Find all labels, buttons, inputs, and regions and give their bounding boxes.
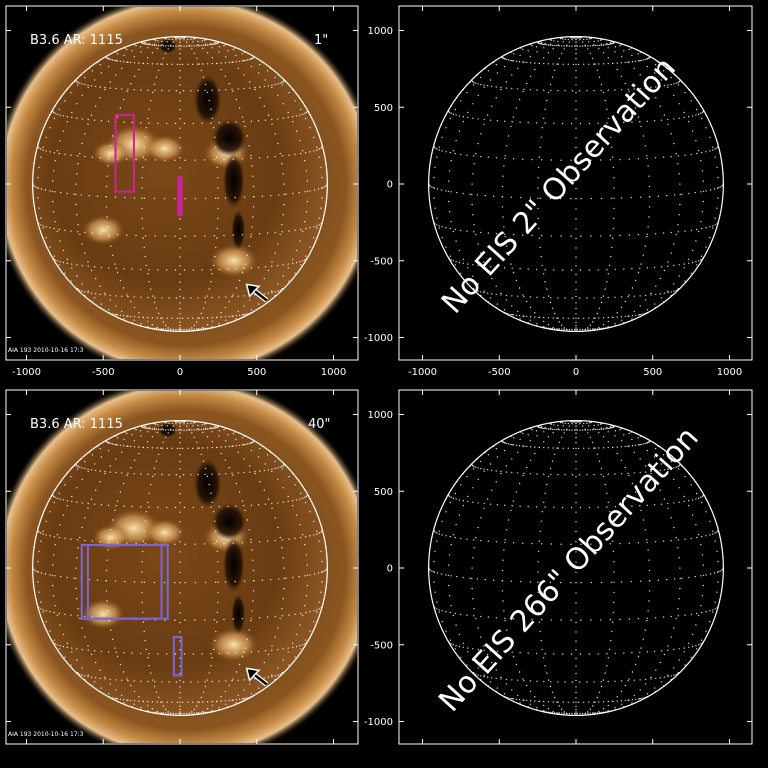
sun-image <box>7 7 357 359</box>
slit-label: 1" <box>314 33 328 48</box>
x-tick-label: -500 <box>92 367 115 378</box>
eis-raster-box <box>114 113 135 193</box>
x-tick-label: -1000 <box>408 367 437 378</box>
sun-image <box>7 391 357 743</box>
flare-ar-label: B3.6 AR: 1115 <box>30 33 123 48</box>
eis-raster-box <box>86 543 169 620</box>
x-tick-label: 1000 <box>321 367 346 378</box>
x-tick-label: 0 <box>573 367 579 378</box>
y-tick-label: 1000 <box>368 26 393 37</box>
eis-raster-boxes <box>114 113 269 303</box>
x-tick-label: -1000 <box>12 367 41 378</box>
heliographic-grid <box>31 420 329 717</box>
arrow-icon <box>245 283 269 303</box>
heliographic-grid <box>427 420 725 717</box>
y-tick-label: -1000 <box>364 333 393 344</box>
y-tick-label: -500 <box>370 256 393 267</box>
axis-ticks: 1000 500 0 -500 -1000 -1000 -500 0 500 1000 <box>364 6 752 378</box>
panel-bottom-right: 1000 500 0 -500 -1000 No EIS 266" Observatio… <box>364 389 753 745</box>
x-tick-label: 500 <box>247 367 266 378</box>
flare-ar-label: B3.6 AR: 1115 <box>30 417 123 432</box>
heliographic-grid <box>427 36 725 333</box>
axes-frame <box>5 389 359 745</box>
eis-raster-box <box>177 176 183 217</box>
axis-ticks: 1000 500 0 -500 -1000 <box>364 390 752 744</box>
panel-top-right: 1000 500 0 -500 -1000 -1000 -500 0 500 1000 No EI… <box>364 5 753 378</box>
slit-label: 40" <box>308 417 331 432</box>
no-observation-message: No EIS 2" Observation <box>435 51 683 321</box>
axes-frame <box>5 5 359 361</box>
x-tick-label: 1000 <box>717 367 742 378</box>
axis-ticks: -1000 -500 0 500 1000 <box>6 6 358 378</box>
eis-raster-box <box>172 636 183 677</box>
x-tick-label: -500 <box>488 367 511 378</box>
x-tick-label: 500 <box>643 367 662 378</box>
panel-top-left: -1000 -500 0 500 1000 B3.6 AR: 1115 1" AIA 1… <box>5 5 359 378</box>
y-tick-label: 500 <box>374 103 393 114</box>
y-tick-label: 0 <box>387 180 393 191</box>
y-tick-label: 1000 <box>368 410 393 421</box>
panel-bottom-left: B3.6 AR: 1115 40" AIA 193 2010-10-16 17:… <box>5 389 359 745</box>
y-tick-label: -500 <box>370 640 393 651</box>
image-footer: AIA 193 2010-10-16 17:3 <box>8 731 84 738</box>
no-observation-message: No EIS 266" Observation <box>432 420 706 718</box>
eis-raster-boxes <box>80 543 269 687</box>
arrow-icon <box>245 667 269 687</box>
x-tick-label: 0 <box>177 367 183 378</box>
heliographic-grid <box>31 36 329 333</box>
y-tick-label: -1000 <box>364 717 393 728</box>
axis-ticks <box>6 390 358 744</box>
y-tick-label: 500 <box>374 487 393 498</box>
image-footer: AIA 193 2010-10-16 17:3 <box>8 347 84 354</box>
y-tick-label: 0 <box>387 564 393 575</box>
